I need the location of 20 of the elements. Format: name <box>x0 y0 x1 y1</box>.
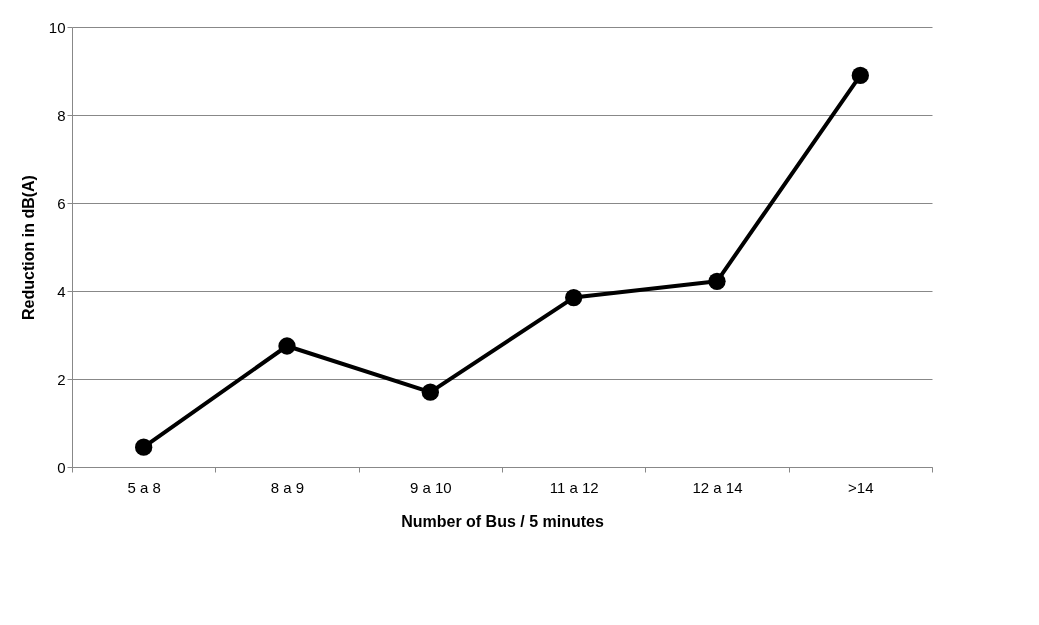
y-tick-label: 4 <box>57 282 66 300</box>
point <box>708 272 726 290</box>
x-axis-title: Number of Bus / 5 minutes <box>401 512 604 530</box>
point <box>565 288 583 307</box>
x-tick-label: 9 a 10 <box>409 478 452 496</box>
point <box>421 383 439 401</box>
point <box>135 438 153 456</box>
x-tick-label: >14 <box>848 478 874 496</box>
y-axis-title: Reduction in dB(A) <box>19 175 37 320</box>
point <box>278 337 296 355</box>
y-tick-label: 10 <box>48 18 66 36</box>
x-tick-label: 12 a 14 <box>692 478 743 496</box>
x-tick-label: 5 a 8 <box>127 478 161 496</box>
point <box>851 66 869 85</box>
y-tick-label: 6 <box>57 194 66 212</box>
x-tick-label: 8 a 9 <box>270 478 305 496</box>
x-tick-label: 11 a 12 <box>549 478 599 496</box>
y-tick-label: 8 <box>57 106 66 124</box>
y-tick-label: 0 <box>57 458 66 476</box>
y-tick-label: 2 <box>57 370 66 388</box>
